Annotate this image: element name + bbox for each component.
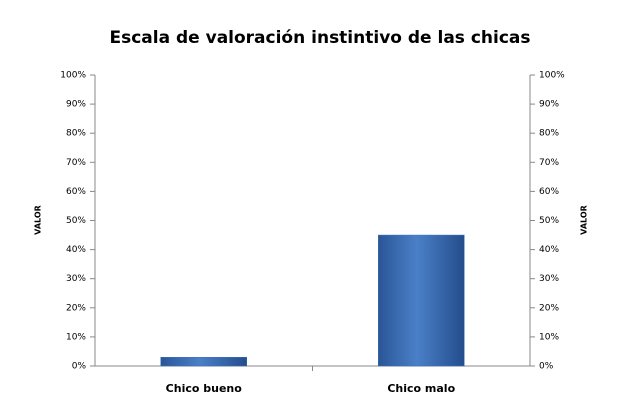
y-tick-label: 60% [66, 187, 86, 197]
chart-title: Escala de valoración instintivo de las c… [110, 28, 531, 48]
x-tick-label: Chico malo [387, 382, 455, 395]
y2-tick-label: 100% [539, 71, 565, 81]
y-axis-label: VALOR [34, 205, 43, 235]
y2-tick-label: 30% [539, 274, 559, 284]
y-tick-label: 90% [66, 100, 86, 110]
y-tick-label: 80% [66, 129, 86, 139]
y2-tick-label: 0% [539, 362, 554, 372]
y2-tick-label: 60% [539, 187, 559, 197]
y-tick-label: 20% [66, 303, 86, 313]
y-tick-label: 70% [66, 158, 86, 168]
bar [160, 357, 247, 367]
y2-tick-label: 90% [539, 100, 559, 110]
y-tick-label: 40% [66, 245, 86, 255]
y2-tick-label: 40% [539, 245, 559, 255]
y-tick-label: 0% [72, 362, 87, 372]
y2-tick-label: 70% [539, 158, 559, 168]
bar [378, 234, 465, 367]
y2-tick-label: 80% [539, 129, 559, 139]
y-tick-label: 50% [66, 216, 86, 226]
y-tick-label: 100% [60, 71, 86, 81]
y2-tick-label: 10% [539, 332, 559, 342]
y-tick-label: 30% [66, 274, 86, 284]
y-tick-label: 10% [66, 332, 86, 342]
x-tick-label: Chico bueno [166, 382, 243, 395]
y2-tick-label: 20% [539, 303, 559, 313]
y2-tick-label: 50% [539, 216, 559, 226]
y2-axis-label: VALOR [580, 205, 589, 235]
